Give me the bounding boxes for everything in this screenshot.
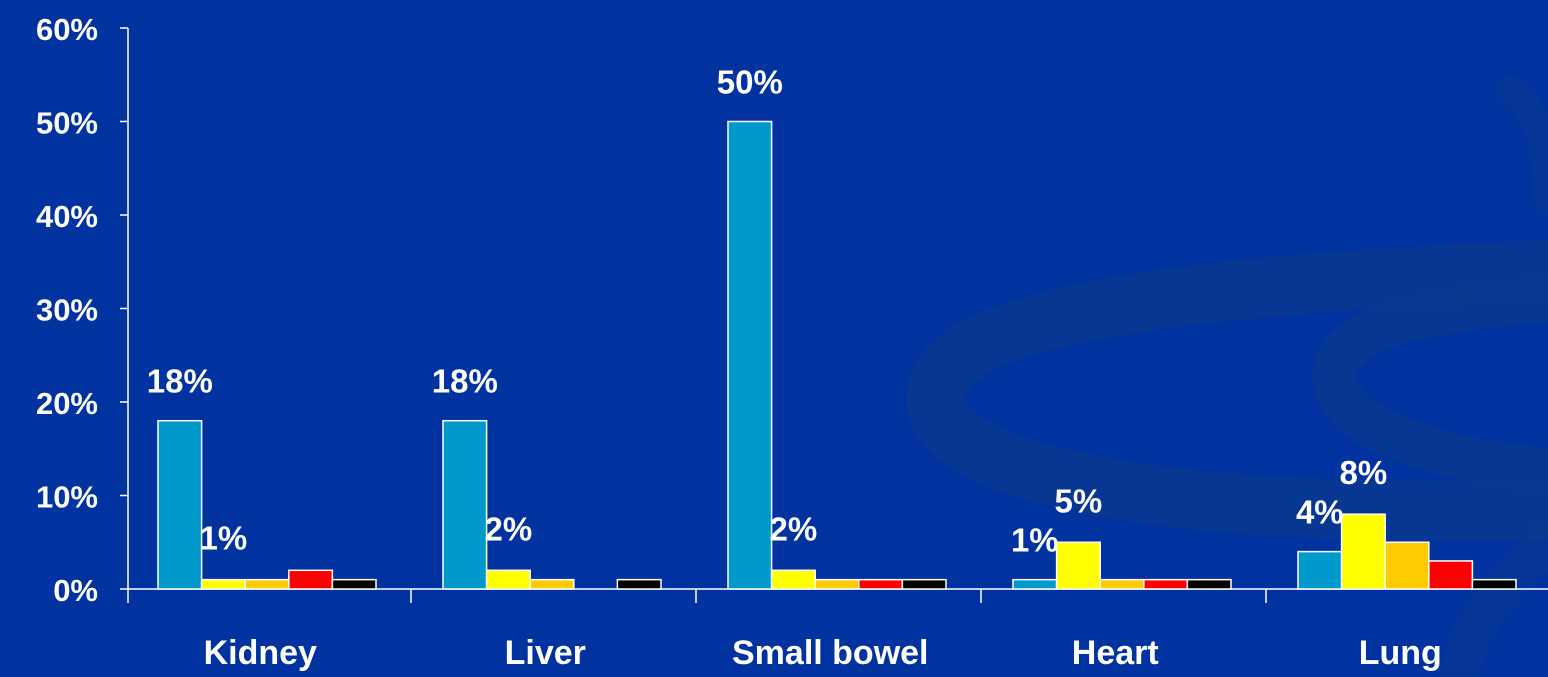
y-tick-label: 0%: [53, 573, 98, 608]
data-label: 2%: [770, 510, 818, 547]
category-label: Heart: [1072, 634, 1159, 672]
bar: [1143, 578, 1189, 590]
y-tick-label: 20%: [36, 386, 98, 421]
bar: [727, 120, 773, 590]
y-tick-label: 50%: [36, 106, 98, 141]
category-labels-group: Kidney Liver Small bowel Heart Lung: [204, 634, 1442, 672]
bar: [770, 569, 816, 590]
data-label: 1%: [200, 520, 248, 557]
data-label: 8%: [1340, 454, 1388, 491]
bar: [1384, 541, 1430, 590]
bar: [331, 578, 377, 590]
bar: [288, 569, 334, 590]
bar: [1099, 578, 1145, 590]
bar: [529, 578, 575, 590]
data-label: 2%: [485, 510, 533, 547]
data-label: 50%: [717, 64, 783, 101]
bar: [1340, 513, 1386, 590]
category-label: Kidney: [204, 634, 317, 672]
category-label: Liver: [505, 634, 586, 672]
y-tick-label: 40%: [36, 199, 98, 234]
bar: [1055, 541, 1101, 590]
bar: [485, 569, 531, 590]
data-label: 5%: [1055, 482, 1103, 519]
data-label: 18%: [432, 363, 498, 400]
y-tick-label: 60%: [36, 12, 98, 47]
bar: [814, 578, 860, 590]
bar: [858, 578, 904, 590]
bar: [616, 578, 662, 590]
category-label: Small bowel: [732, 634, 929, 672]
bar: [901, 578, 947, 590]
bar: [1471, 578, 1517, 590]
y-tick-label: 10%: [36, 480, 98, 515]
y-axis: 0% 10% 20% 30% 40% 50% 60%: [36, 12, 129, 608]
y-tick-label: 30%: [36, 293, 98, 328]
bar: [442, 419, 488, 590]
bar: [1428, 560, 1474, 590]
bar: [1297, 550, 1343, 590]
x-axis: [128, 588, 1548, 603]
bar: [1012, 578, 1058, 590]
data-label: 18%: [147, 363, 213, 400]
bar: [200, 578, 246, 590]
bars-group: [157, 120, 1517, 590]
data-label: 1%: [1011, 522, 1059, 559]
category-label: Lung: [1359, 634, 1442, 672]
data-labels-group: 18%1%18%2%50%2% 1%5% 4%8%: [147, 64, 1387, 559]
bar: [244, 578, 290, 590]
bar: [1186, 578, 1232, 590]
bar: [157, 419, 203, 590]
data-label: 4%: [1296, 494, 1344, 531]
